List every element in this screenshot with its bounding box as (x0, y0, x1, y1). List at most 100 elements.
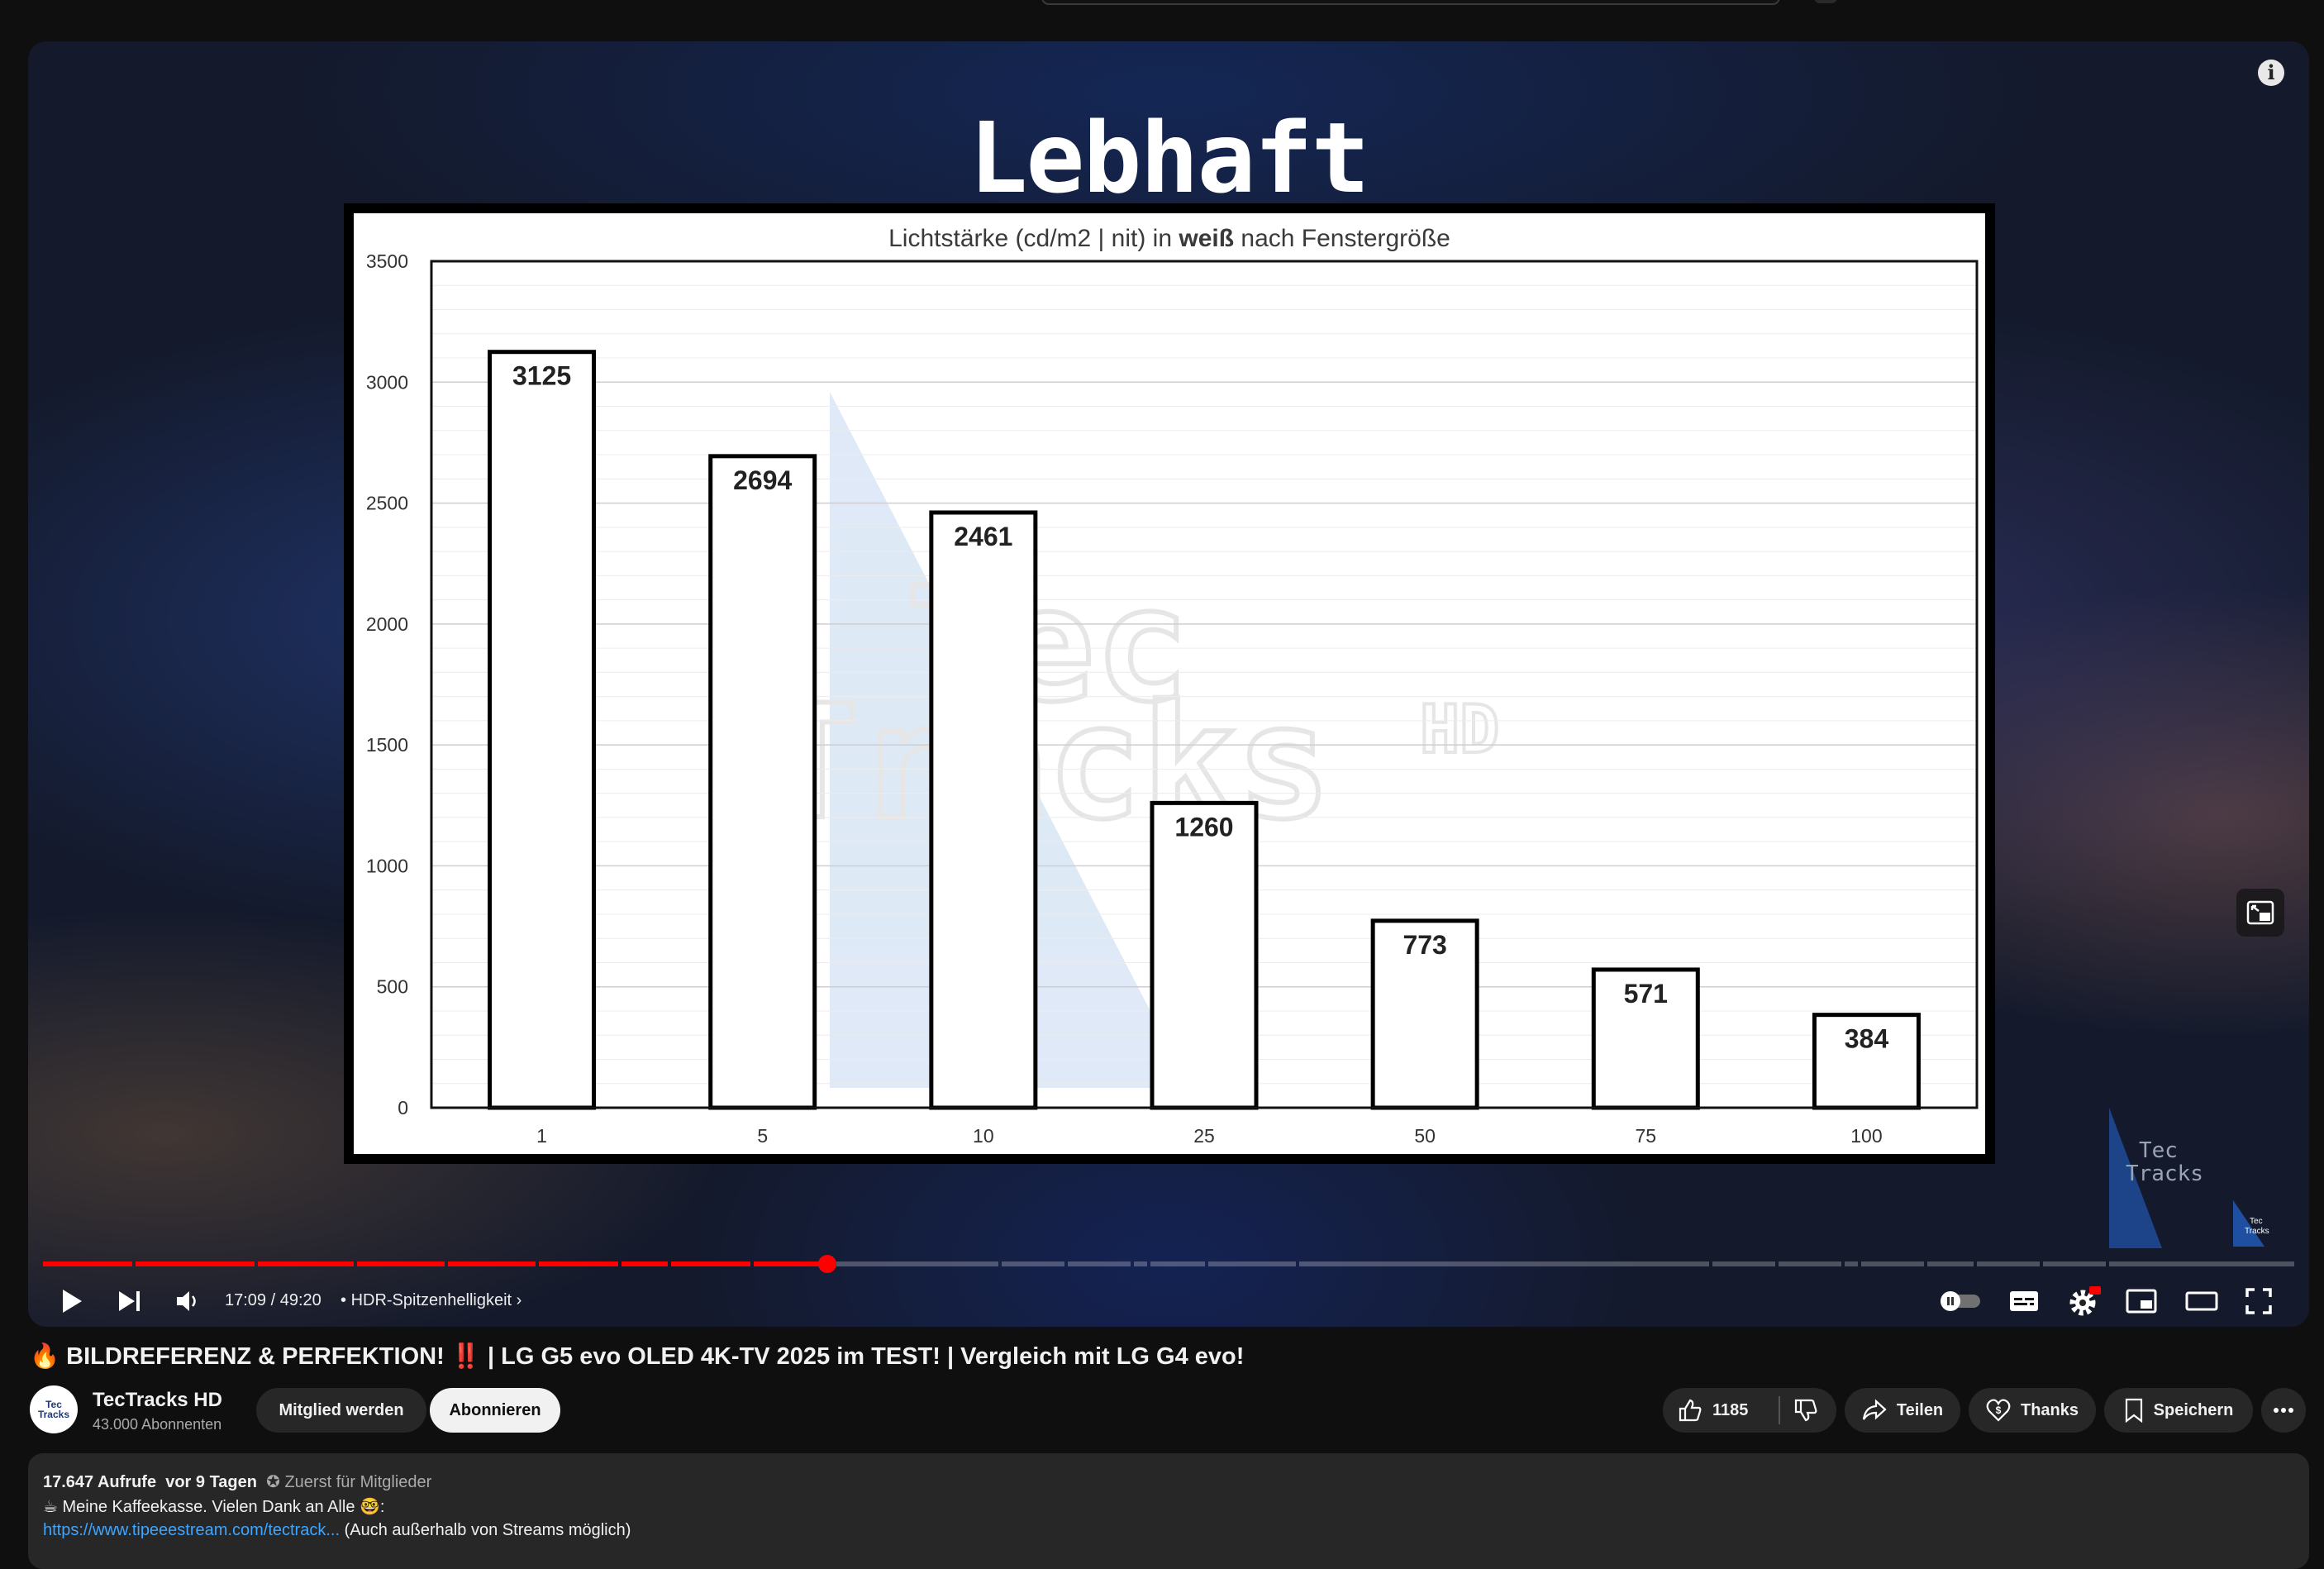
description-line: ☕ Meine Kaffeekasse. Vielen Dank an Alle… (43, 1498, 385, 1516)
volume-button[interactable] (174, 1283, 202, 1319)
bar-75 (1591, 967, 1700, 1110)
subtitles-icon (2010, 1291, 2038, 1311)
bar-5 (708, 454, 817, 1110)
y-tick-label: 0 (398, 1097, 408, 1118)
y-tick-label: 3000 (366, 371, 408, 393)
bar-value-label: 384 (1845, 1024, 1889, 1054)
join-button[interactable]: Mitglied werden (256, 1388, 426, 1433)
chapter-segment[interactable] (1002, 1261, 1064, 1266)
more-actions-button[interactable] (2261, 1388, 2306, 1433)
chapter-title[interactable]: • HDR-Spitzenhelligkeit › (341, 1291, 522, 1309)
search-bar[interactable] (1041, 0, 1780, 5)
miniplayer-button[interactable] (2126, 1283, 2157, 1319)
svg-text:Tec: Tec (2250, 1217, 2263, 1226)
plot-border (430, 260, 1979, 1109)
chart-title: Lichtstärke (cd/m2 | nit) in weiß nach F… (888, 225, 1450, 252)
scrubber-handle[interactable] (817, 1255, 836, 1273)
chapter-segment[interactable] (836, 1261, 998, 1266)
x-tick-label: 75 (1635, 1125, 1656, 1147)
settings-button[interactable] (2068, 1283, 2101, 1319)
player-controls: 17:09 / 49:20 • HDR-Spitzenhelligkeit › (28, 1276, 2309, 1326)
tipeee-link[interactable]: https://www.tipeeestream.com/tectrack... (43, 1521, 341, 1539)
subscriber-count: 43.000 Abonnenten (93, 1416, 222, 1433)
share-icon (1862, 1399, 1887, 1420)
channel-corner-logo: Tec Tracks (2233, 1200, 2269, 1247)
gear-icon (2069, 1286, 2101, 1316)
chapter-segment[interactable] (1861, 1261, 1924, 1266)
chapter-segment[interactable] (1068, 1261, 1131, 1266)
played-segment (539, 1261, 618, 1266)
fire-icon: 🔥 (30, 1343, 60, 1370)
theater-mode-button[interactable] (2185, 1283, 2218, 1319)
view-count: 17.647 Aufrufe (43, 1473, 157, 1491)
share-button[interactable]: Teilen (1845, 1388, 1960, 1433)
chapter-segment[interactable] (1134, 1261, 1147, 1266)
play-button[interactable] (60, 1283, 84, 1319)
view-info: 17.647 Aufrufe vor 9 Tagen ✪ Zuerst für … (43, 1471, 431, 1492)
thumbs-down-icon (1794, 1399, 1817, 1422)
picture-in-picture-button[interactable] (2236, 889, 2284, 937)
next-button[interactable] (116, 1283, 144, 1319)
bar-1 (488, 350, 597, 1110)
progress-bar[interactable] (41, 1255, 2296, 1273)
channel-watermark-logo[interactable]: Tec Tracks (2104, 1108, 2212, 1248)
like-count: 1185 (1712, 1400, 1749, 1419)
played-segment (671, 1261, 750, 1266)
autoplay-toggle[interactable] (1939, 1283, 1982, 1319)
chapter-segment[interactable] (2109, 1261, 2294, 1266)
bar-value-label: 2461 (954, 522, 1012, 551)
x-tick-label: 50 (1414, 1125, 1436, 1147)
miniplayer-icon (2126, 1289, 2157, 1314)
chart-frame: Tec Tracks HD Lichtstärke (cd/m2 | nit) … (344, 203, 1995, 1164)
x-tick-label: 100 (1850, 1125, 1882, 1147)
channel-name[interactable]: TecTracks HD (93, 1389, 222, 1411)
volume-icon (177, 1291, 196, 1311)
fullscreen-button[interactable] (2245, 1283, 2273, 1319)
played-segment (448, 1261, 536, 1266)
theater-icon (2185, 1291, 2218, 1311)
brightness-bar-chart: Tec Tracks HD Lichtstärke (cd/m2 | nit) … (354, 213, 1985, 1154)
bar-value-label: 1260 (1174, 812, 1233, 842)
dislike-button[interactable] (1793, 1398, 1818, 1428)
chapter-segment[interactable] (1712, 1261, 1775, 1266)
bar-10 (929, 510, 1038, 1110)
like-dislike-group: 1185 (1663, 1388, 1836, 1433)
chapter-segment[interactable] (1845, 1261, 1858, 1266)
bar-value-label: 2694 (733, 465, 792, 495)
chapter-segment[interactable] (1150, 1261, 1205, 1266)
pip-icon (2246, 900, 2274, 925)
played-segment (621, 1261, 668, 1266)
bar-value-label: 3125 (512, 361, 571, 391)
y-tick-label: 1500 (366, 734, 408, 756)
bar-100 (1812, 1013, 1921, 1110)
subscribe-button[interactable]: Abonnieren (430, 1388, 560, 1433)
chapter-segment[interactable] (1208, 1261, 1296, 1266)
thanks-button[interactable]: $ Thanks (1969, 1388, 2096, 1433)
info-icon[interactable]: i (2258, 60, 2284, 86)
x-tick-label: 5 (757, 1125, 768, 1147)
video-overlay-title: Lebhaft (969, 101, 1369, 215)
chapter-segment[interactable] (1927, 1261, 1974, 1266)
x-tick-label: 1 (536, 1125, 547, 1147)
y-tick-label: 3500 (366, 250, 408, 272)
chapter-segment[interactable] (1299, 1261, 1709, 1266)
played-segment (136, 1261, 255, 1266)
save-button[interactable]: Speichern (2104, 1388, 2253, 1433)
channel-row: Tec Tracks TecTracks HD 43.000 Abonnente… (30, 1385, 2311, 1435)
x-tick-label: 10 (973, 1125, 994, 1147)
voice-search-button[interactable] (1814, 0, 1837, 3)
chapter-segment[interactable] (1977, 1261, 2040, 1266)
subtitles-button[interactable] (2008, 1283, 2040, 1319)
avatar[interactable]: Tec Tracks (30, 1385, 78, 1433)
y-tick-label: 1000 (366, 855, 408, 876)
video-player[interactable]: Lebhaft i Tec Tracks HD Lichtstärke (cd/… (28, 41, 2309, 1327)
description-box[interactable]: 17.647 Aufrufe vor 9 Tagen ✪ Zuerst für … (28, 1453, 2309, 1569)
svg-text:Tracks: Tracks (2126, 1161, 2203, 1186)
played-segment (258, 1261, 354, 1266)
chapter-segment[interactable] (1779, 1261, 1841, 1266)
chapter-segment[interactable] (2043, 1261, 2106, 1266)
description-link-line: https://www.tipeeestream.com/tectrack...… (43, 1521, 631, 1539)
skip-next-icon (119, 1291, 140, 1311)
like-button[interactable]: 1185 (1678, 1398, 1748, 1423)
x-tick-label: 25 (1193, 1125, 1215, 1147)
